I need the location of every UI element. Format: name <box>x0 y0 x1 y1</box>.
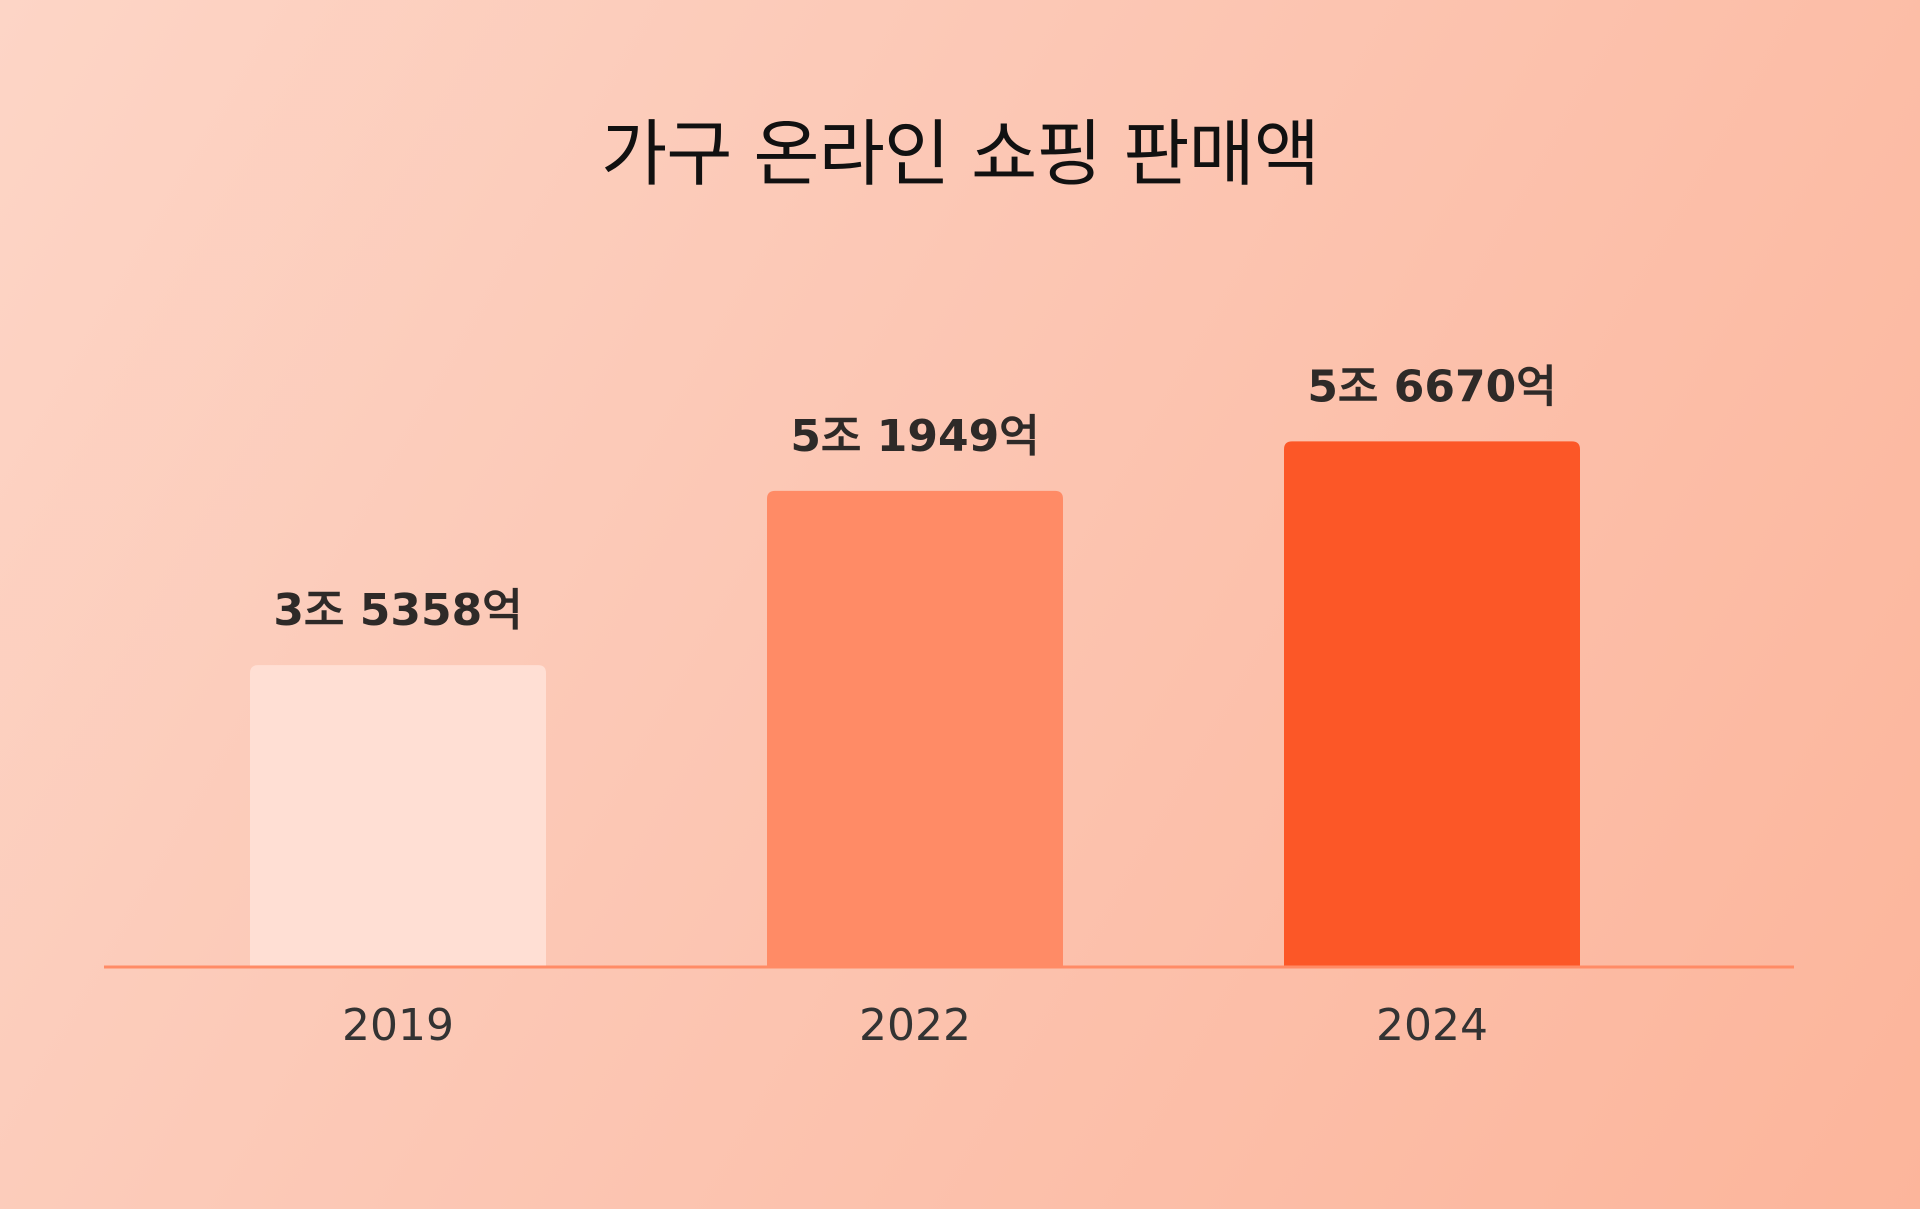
x-tick-label-2019: 2019 <box>342 1000 454 1051</box>
x-tick-label-2022: 2022 <box>859 1000 971 1051</box>
data-label-2024: 5조 6670억 <box>1307 361 1556 412</box>
x-tick-label-2024: 2024 <box>1376 1000 1488 1051</box>
bar-2019 <box>250 665 546 966</box>
data-label-2019: 3조 5358억 <box>273 585 522 636</box>
bar-2022 <box>767 490 1063 966</box>
bar-2024 <box>1284 441 1580 966</box>
data-label-2022: 5조 1949억 <box>790 411 1039 462</box>
chart-title: 가구 온라인 쇼핑 판매액 <box>600 112 1320 196</box>
